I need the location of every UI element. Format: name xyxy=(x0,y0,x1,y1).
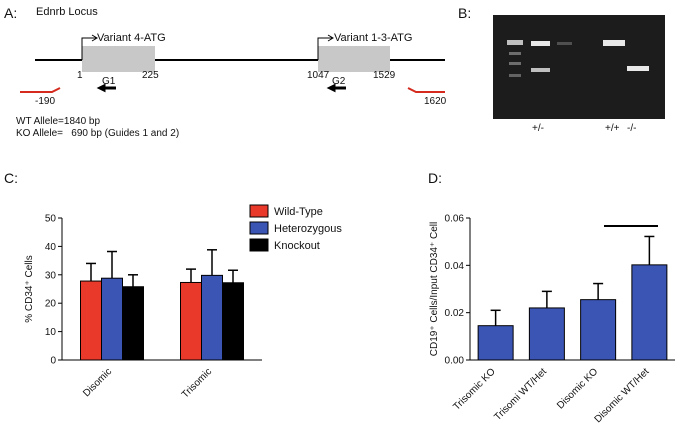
position-label: 225 xyxy=(142,70,159,81)
y-tick-label: 0.06 xyxy=(445,214,465,225)
lane-label: -/- xyxy=(627,123,636,134)
variant-label: Variant 1-3-ATG xyxy=(334,32,412,44)
x-tick-label: Disomic WT/Het xyxy=(593,366,652,425)
bar xyxy=(528,307,565,361)
x-tick-label: Trisomic xyxy=(180,366,214,400)
primer-label: 1620 xyxy=(424,96,447,107)
guide-arrow xyxy=(326,83,346,93)
panel-letter: D: xyxy=(428,170,442,186)
position-label: 1047 xyxy=(307,70,330,81)
position-label: 1529 xyxy=(373,70,396,81)
y-tick-label: 0.02 xyxy=(445,308,465,319)
x-tick-label: Disomic KO xyxy=(555,366,600,411)
legend-swatch xyxy=(249,204,269,218)
guide-arrow xyxy=(96,83,116,93)
lane-label: +/+ xyxy=(605,123,620,134)
variant-label: Variant 4-ATG xyxy=(97,32,166,44)
y-tick-label: 50 xyxy=(45,214,57,225)
panel-letter: A: xyxy=(4,5,17,21)
guide-label: G1 xyxy=(102,76,116,87)
y-axis-label: CD19⁺ Cells/Input CD34⁺ Cell xyxy=(429,222,440,357)
legend-label: Wild-Type xyxy=(274,206,323,218)
x-tick-label: Trisomi WT/Het xyxy=(492,366,549,423)
x-tick-label: Trisomic KO xyxy=(451,366,498,413)
exon xyxy=(318,46,390,72)
y-tick-label: 0.04 xyxy=(445,261,465,272)
primer-label: -190 xyxy=(35,96,55,107)
gel-bands xyxy=(507,40,649,77)
lane-label: +/- xyxy=(532,123,544,134)
legend-label: Knockout xyxy=(274,240,320,252)
y-tick-label: 30 xyxy=(45,270,57,281)
primer xyxy=(407,87,445,93)
bar xyxy=(122,286,144,361)
position-label: 1 xyxy=(77,70,83,81)
legend-label: Heterozygous xyxy=(274,223,342,235)
y-tick-label: 40 xyxy=(45,242,57,253)
panel-title: Ednrb Locus xyxy=(36,6,98,18)
allele-text: WT Allele=1840 bp xyxy=(16,116,100,127)
bar xyxy=(631,264,668,361)
exon xyxy=(82,46,155,72)
bar xyxy=(222,282,244,361)
y-tick-label: 20 xyxy=(45,299,57,310)
y-tick-label: 10 xyxy=(45,327,57,338)
bar xyxy=(80,280,102,361)
bar xyxy=(101,277,123,361)
bar xyxy=(180,281,202,361)
panel-letter: C: xyxy=(4,170,18,186)
guide-label: G2 xyxy=(332,76,346,87)
bar xyxy=(477,325,514,361)
bar xyxy=(201,274,223,361)
allele-text: KO Allele= 690 bp (Guides 1 and 2) xyxy=(16,128,179,139)
y-tick-label: 0 xyxy=(50,356,56,367)
bar xyxy=(580,299,617,361)
legend-swatch xyxy=(249,238,269,252)
panel-letter: B: xyxy=(458,5,471,21)
y-tick-label: 0.00 xyxy=(445,356,465,367)
promoter-arrow xyxy=(317,34,334,60)
primer xyxy=(20,87,61,93)
y-axis-label: % CD34⁺ Cells xyxy=(24,255,35,323)
x-tick-label: Disomic xyxy=(81,366,114,399)
legend-swatch xyxy=(249,221,269,235)
promoter-arrow xyxy=(81,34,98,60)
